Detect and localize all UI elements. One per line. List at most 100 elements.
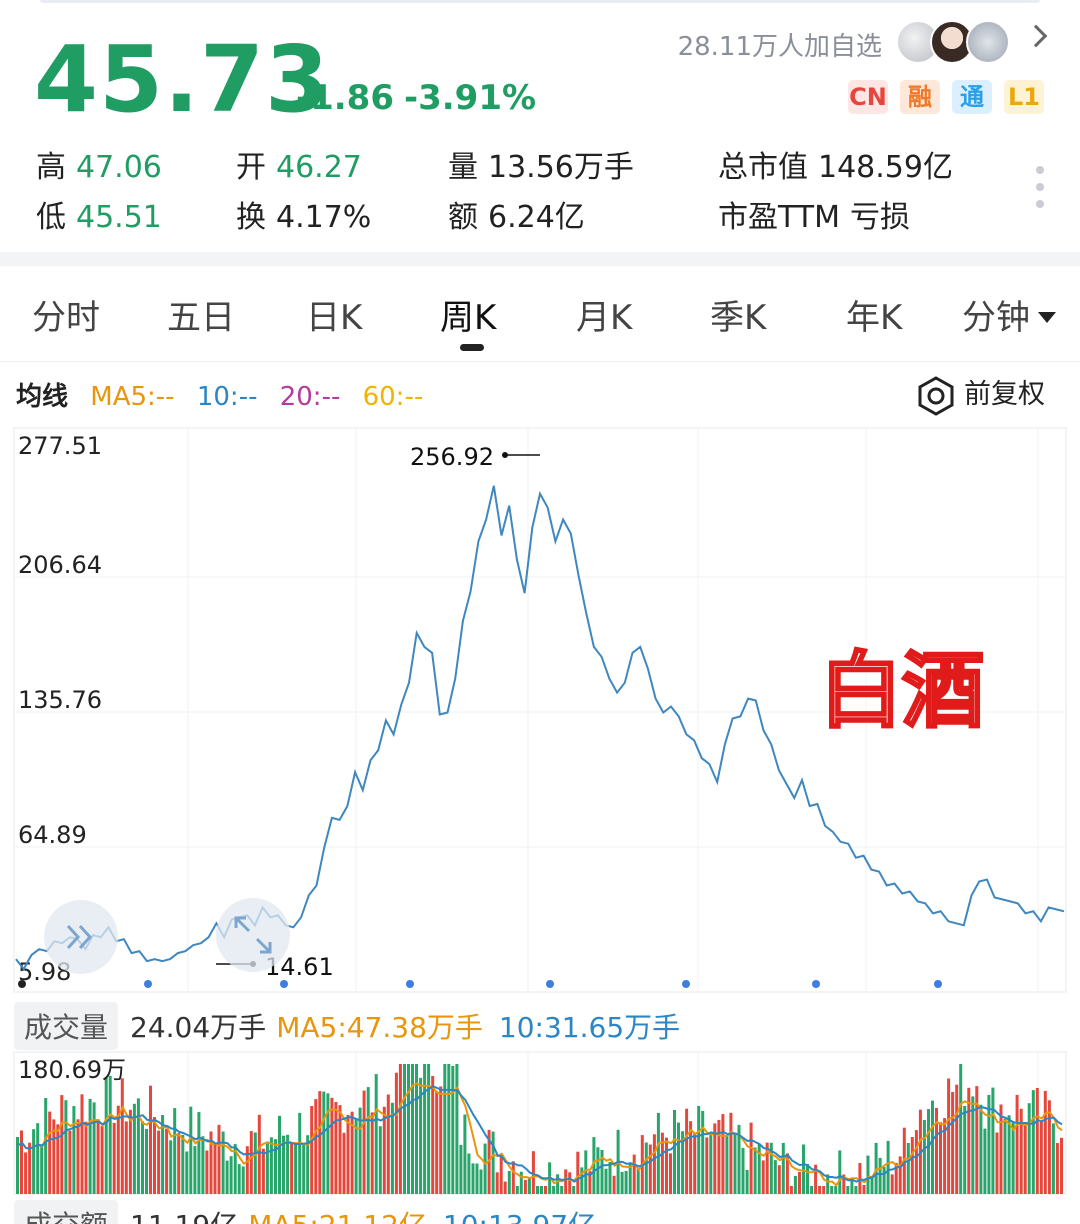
volume-bar [185, 1151, 189, 1194]
volume-bar [753, 1147, 757, 1194]
volume-bar [475, 1163, 479, 1194]
volume-bar [608, 1162, 612, 1194]
tab-minute[interactable]: 分钟 [962, 290, 1056, 339]
volume-bar [737, 1124, 741, 1194]
volume-bar [459, 1144, 463, 1194]
more-vertical-icon[interactable] [1036, 166, 1046, 210]
volume-bar [20, 1130, 23, 1194]
volume-bar [24, 1152, 28, 1194]
volume-bar [439, 1086, 443, 1194]
volume-bar [693, 1133, 697, 1194]
volume-bar [927, 1109, 930, 1194]
ma-title[interactable]: 均线 [16, 382, 69, 412]
badge-margin[interactable]: 融 [900, 80, 940, 114]
expand-left-button[interactable] [44, 900, 118, 974]
volume-chart[interactable]: 180.69万 [0, 1048, 1080, 1198]
volume-bar [612, 1175, 616, 1194]
volume-bar [1043, 1090, 1047, 1194]
tab-weekly-k[interactable]: 周K [440, 298, 497, 338]
volume-bar [76, 1119, 80, 1194]
volume-bar [943, 1118, 947, 1194]
volume-bar [922, 1120, 926, 1194]
stat-pe-ttm: 市盈TTM 亏损 [718, 200, 911, 235]
volume-bar [491, 1131, 495, 1194]
volume-bar [576, 1151, 580, 1194]
volume-bar [382, 1106, 386, 1194]
y-tick-label: 135.76 [18, 686, 102, 714]
volume-bar [777, 1165, 781, 1194]
volume-bar [463, 1114, 467, 1194]
volume-bar [467, 1153, 471, 1194]
volume-bar [72, 1106, 76, 1194]
volume-bar [507, 1171, 511, 1194]
volume-bar [910, 1137, 914, 1194]
volume-bar [350, 1111, 354, 1194]
tab-daily-k[interactable]: 日K [306, 298, 363, 338]
stat-amount: 额 6.24亿 [448, 200, 585, 235]
badge-level1[interactable]: L1 [1004, 80, 1044, 114]
tab-intraday[interactable]: 分时 [32, 298, 100, 338]
volume-bar [128, 1109, 132, 1194]
volume-bar [100, 1126, 104, 1194]
volume-bar [729, 1112, 733, 1194]
tab-monthly-k[interactable]: 月K [576, 298, 633, 338]
volume-bar [322, 1091, 326, 1194]
volume-bar [741, 1148, 745, 1194]
chevron-right-icon[interactable] [1024, 24, 1048, 48]
price-adjust-toggle[interactable]: 前复权 [916, 372, 1045, 416]
stat-volume: 量 13.56万手 [448, 150, 634, 185]
change-amount: -1.86 [296, 78, 394, 118]
volume-bar [157, 1130, 161, 1194]
volume-bar [68, 1130, 72, 1194]
volume-bar [914, 1130, 918, 1194]
badge-cn[interactable]: CN [848, 80, 888, 114]
volume-bar [346, 1114, 350, 1194]
x-axis-marker-dot [934, 980, 942, 988]
volume-bar [802, 1144, 805, 1194]
volume-bar [830, 1186, 834, 1194]
volume-bar [552, 1186, 556, 1194]
volume-indicator-button[interactable]: 成交量 [14, 1002, 119, 1050]
tab-yearly-k[interactable]: 年K [846, 298, 903, 338]
volume-bar [249, 1131, 253, 1194]
volume-bar [681, 1131, 685, 1194]
volume-bar [265, 1141, 269, 1194]
volume-bar [846, 1186, 850, 1194]
volume-bar [810, 1186, 814, 1194]
volume-bar [858, 1163, 862, 1194]
volume-bar [822, 1186, 826, 1194]
volume-bar [906, 1143, 910, 1194]
volume-bar [40, 1144, 44, 1194]
volume-bar [1047, 1100, 1051, 1194]
follower-avatars[interactable] [896, 20, 1016, 64]
volume-bar [338, 1105, 342, 1194]
volume-bar [769, 1142, 773, 1194]
volume-bar [455, 1064, 459, 1194]
change-percent: -3.91% [404, 78, 537, 118]
volume-bar [423, 1064, 427, 1194]
volume-bar [132, 1103, 136, 1194]
fullscreen-button[interactable] [216, 898, 290, 972]
volume-bar [141, 1121, 144, 1194]
badge-connect[interactable]: 通 [952, 80, 992, 114]
volume-bar [878, 1157, 882, 1194]
volume-bar [451, 1066, 455, 1194]
y-tick-label: 206.64 [18, 551, 102, 579]
volume-bar [80, 1094, 84, 1194]
volume-bar [314, 1099, 318, 1194]
volume-bar [261, 1148, 265, 1194]
volume-bar [564, 1169, 568, 1194]
volume-bar [278, 1115, 281, 1194]
watchlist-count[interactable]: 28.11万人加自选 [677, 32, 882, 62]
x-axis-markers [18, 980, 942, 988]
volume-bar [665, 1137, 668, 1194]
tab-five-day[interactable]: 五日 [167, 298, 235, 338]
amount-indicator-button[interactable]: 成交额 [14, 1200, 119, 1224]
volume-bar [241, 1166, 245, 1194]
tab-quarterly-k[interactable]: 季K [710, 298, 767, 338]
volume-bar [334, 1102, 338, 1194]
volume-bar [447, 1064, 451, 1194]
volume-bar [32, 1129, 36, 1194]
volume-bar [709, 1133, 713, 1194]
